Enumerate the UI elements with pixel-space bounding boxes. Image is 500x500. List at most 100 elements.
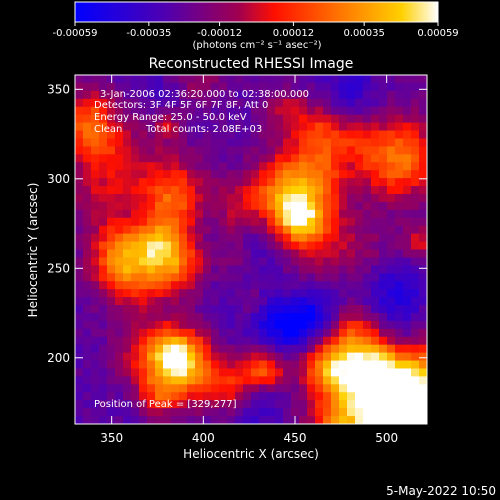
heatmap-cell — [299, 408, 308, 417]
heatmap-cell — [267, 186, 276, 195]
heatmap-cell — [419, 130, 427, 140]
heatmap-cell — [155, 114, 164, 124]
heatmap-cell — [283, 122, 292, 132]
heatmap-cell — [235, 82, 244, 92]
heatmap-cell — [131, 233, 140, 243]
heatmap-cell — [299, 392, 308, 401]
heatmap-cell — [403, 281, 412, 290]
heatmap-cell — [387, 114, 396, 124]
heatmap-cell — [171, 75, 180, 84]
heatmap-cell — [419, 170, 427, 179]
heatmap-cell — [347, 392, 356, 401]
heatmap-cell — [123, 305, 132, 314]
heatmap-cell — [131, 154, 140, 163]
heatmap-cell — [379, 122, 388, 132]
heatmap-cell — [219, 416, 228, 424]
heatmap-cell — [411, 130, 420, 140]
heatmap-cell — [75, 106, 84, 116]
heatmap-cell — [403, 241, 412, 251]
heatmap-cell — [323, 114, 332, 124]
heatmap-cell — [235, 209, 244, 219]
heatmap-cell — [347, 130, 356, 140]
heatmap-cell — [347, 305, 356, 314]
heatmap-cell — [203, 170, 212, 179]
heatmap-cell — [219, 249, 228, 259]
heatmap-cell — [371, 384, 380, 393]
heatmap-cell — [99, 416, 108, 424]
heatmap-cell — [387, 75, 396, 84]
heatmap-cell — [171, 90, 180, 100]
heatmap-cell — [283, 352, 292, 362]
heatmap-cell — [171, 400, 180, 409]
heatmap-cell — [235, 178, 244, 187]
heatmap-cell — [275, 320, 284, 330]
heatmap-cell — [187, 320, 196, 330]
heatmap-cell — [75, 408, 84, 417]
heatmap-cell — [235, 201, 244, 211]
heatmap-cell — [75, 344, 84, 354]
heatmap-cell — [403, 305, 412, 314]
heatmap-cell — [403, 209, 412, 219]
heatmap-cell — [123, 352, 132, 362]
annotation-peak: Position of Peak = [329,277] — [94, 399, 237, 410]
heatmap-cell — [195, 289, 204, 298]
heatmap-cell — [307, 305, 316, 314]
heatmap-cell — [251, 201, 260, 211]
heatmap-cell — [299, 376, 308, 385]
heatmap-cell — [227, 289, 236, 298]
heatmap-cell — [275, 209, 284, 219]
heatmap-cell — [83, 352, 92, 362]
heatmap-cell — [171, 297, 180, 306]
heatmap-cell — [195, 106, 204, 116]
heatmap-cell — [275, 312, 284, 322]
heatmap-cell — [267, 360, 276, 370]
heatmap-cell — [307, 162, 316, 171]
heatmap-cell — [91, 273, 100, 282]
heatmap-cell — [83, 392, 92, 401]
heatmap-cell — [75, 312, 84, 322]
heatmap-cell — [371, 273, 380, 282]
heatmap-cell — [139, 98, 148, 108]
heatmap-cell — [107, 154, 116, 163]
heatmap-cell — [387, 257, 396, 266]
heatmap-cell — [315, 320, 324, 330]
heatmap-cell — [163, 265, 172, 274]
heatmap-cell — [163, 297, 172, 306]
heatmap-cell — [379, 170, 388, 179]
heatmap-cell — [147, 162, 156, 171]
heatmap-cell — [347, 400, 356, 409]
heatmap-cell — [243, 273, 252, 282]
heatmap-cell — [355, 360, 364, 370]
heatmap-cell — [387, 90, 396, 100]
heatmap-cell — [123, 328, 132, 338]
heatmap-cell — [275, 186, 284, 195]
heatmap-cell — [115, 146, 124, 155]
heatmap-cell — [355, 122, 364, 132]
heatmap-cell — [219, 98, 228, 108]
heatmap-cell — [155, 336, 164, 346]
heatmap-cell — [387, 344, 396, 354]
heatmap-cell — [219, 75, 228, 84]
heatmap-cell — [267, 170, 276, 179]
heatmap-cell — [363, 162, 372, 171]
heatmap-cell — [75, 368, 84, 378]
heatmap-cell — [347, 384, 356, 393]
heatmap-cell — [283, 392, 292, 401]
heatmap-cell — [323, 416, 332, 424]
heatmap-cell — [131, 360, 140, 370]
heatmap-cell — [139, 336, 148, 346]
heatmap-cell — [131, 170, 140, 179]
heatmap-cell — [131, 344, 140, 354]
heatmap-cell — [123, 146, 132, 155]
heatmap-cell — [123, 289, 132, 298]
heatmap-cell — [107, 233, 116, 243]
heatmap-cell — [267, 106, 276, 116]
heatmap-cell — [147, 281, 156, 290]
heatmap-cell — [291, 90, 300, 100]
heatmap-cell — [251, 209, 260, 219]
heatmap-cell — [123, 241, 132, 251]
heatmap-cell — [355, 154, 364, 163]
heatmap-cell — [323, 122, 332, 132]
x-tick-label: 400 — [192, 431, 215, 445]
heatmap-cell — [283, 106, 292, 116]
